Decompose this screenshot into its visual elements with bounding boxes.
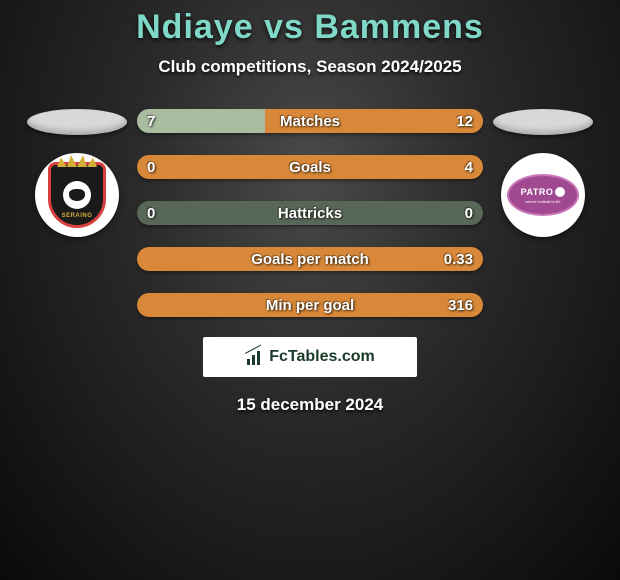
stat-label: Min per goal [266,297,354,314]
stat-row: 0 Hattricks 0 [137,201,483,225]
patro-oval-icon: PATRO where football is life [507,174,579,216]
team-right-name: PATRO [521,187,554,197]
stat-value-left: 0 [147,205,155,222]
stat-label: Hattricks [278,205,342,222]
team-right-badge: PATRO where football is life [501,153,585,237]
stat-label: Matches [280,113,340,130]
lion-icon [63,181,91,209]
crown-icon [57,155,97,167]
brand-name: FcTables.com [269,348,375,366]
date-label: 15 december 2024 [237,395,384,415]
comparison-card: Ndiaye vs Bammens Club competitions, Sea… [0,0,620,415]
ball-icon [555,187,565,197]
team-left-name: SERAING [62,213,93,219]
chart-icon [245,349,265,365]
stat-value-right: 4 [465,159,473,176]
stat-value-right: 316 [448,297,473,314]
stat-row: Goals per match 0.33 [137,247,483,271]
stat-value-left: 7 [147,113,155,130]
patro-tagline: where football is life [525,199,560,204]
stat-value-right: 0 [465,205,473,222]
right-ellipse-placeholder [493,109,593,135]
stat-value-right: 12 [456,113,473,130]
stat-value-right: 0.33 [444,251,473,268]
stat-label: Goals per match [251,251,369,268]
left-team-col: SERAING [27,109,127,237]
team-left-badge: SERAING [35,153,119,237]
left-ellipse-placeholder [27,109,127,135]
stat-fill-left [137,109,265,133]
stats-column: 7 Matches 12 0 Goals 4 0 Hattricks 0 Goals per ma… [137,109,483,317]
stat-label: Goals [289,159,331,176]
brand-footer[interactable]: FcTables.com [203,337,417,377]
stat-row: Min per goal 316 [137,293,483,317]
stat-row: 7 Matches 12 [137,109,483,133]
seraing-shield-icon: SERAING [48,162,106,228]
subtitle: Club competitions, Season 2024/2025 [158,57,461,77]
page-title: Ndiaye vs Bammens [136,8,484,47]
stat-value-left: 0 [147,159,155,176]
main-row: SERAING 7 Matches 12 0 Goals 4 0 Hattricks 0 Goal… [0,109,620,317]
stat-row: 0 Goals 4 [137,155,483,179]
right-team-col: PATRO where football is life [493,109,593,237]
